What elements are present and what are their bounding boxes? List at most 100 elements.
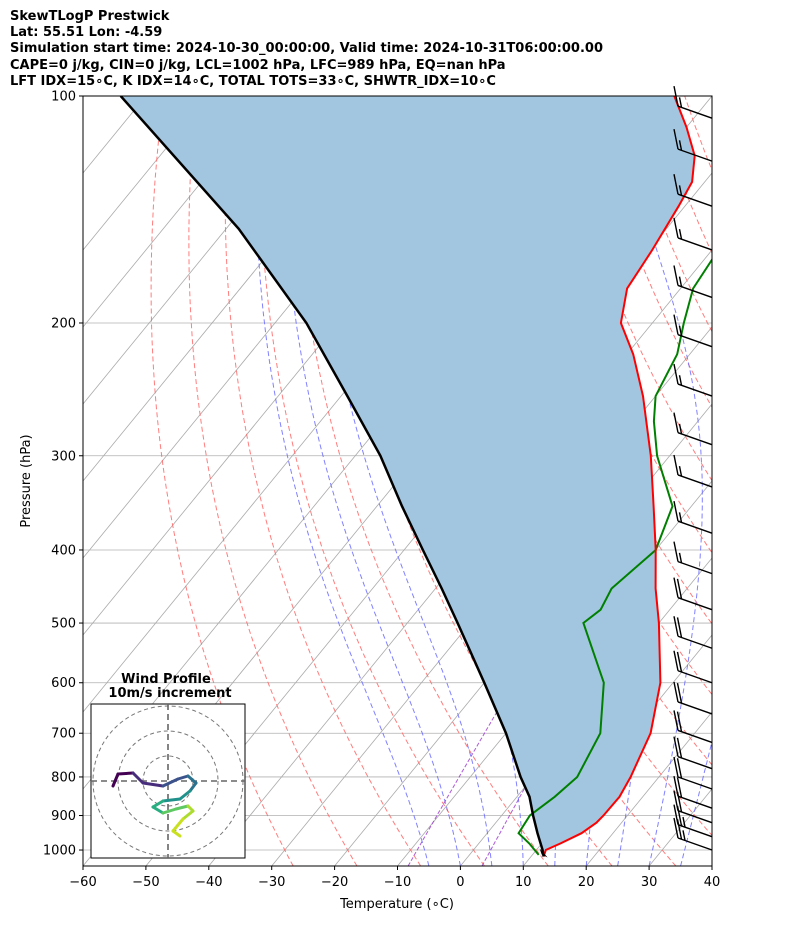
barb-shaft bbox=[677, 810, 713, 824]
barb-halfflag bbox=[678, 140, 683, 151]
barb-flag bbox=[673, 501, 679, 522]
barb-flag bbox=[676, 777, 683, 798]
dry-adiabat bbox=[783, 96, 794, 866]
inset-title: Wind Profile bbox=[121, 672, 211, 687]
dry-adiabat bbox=[150, 96, 294, 866]
wind-barb bbox=[673, 128, 713, 162]
isotherm-line bbox=[585, 711, 712, 866]
x-tick-label: 40 bbox=[704, 875, 721, 890]
wind-barb bbox=[673, 817, 713, 851]
barb-shaft bbox=[677, 776, 713, 790]
barb-shaft bbox=[677, 755, 713, 770]
barb-flag bbox=[673, 217, 679, 239]
wind-barb bbox=[673, 174, 713, 207]
barb-flag bbox=[676, 617, 683, 638]
barb-halfflag bbox=[678, 375, 683, 386]
dry-adiabat bbox=[259, 96, 485, 866]
wind-barbs bbox=[673, 86, 713, 851]
y-tick-label: 900 bbox=[51, 809, 76, 824]
wind-barb bbox=[673, 776, 713, 809]
hodo-segment bbox=[116, 771, 135, 776]
wind-profile-inset: Wind Profile 10m/s increment bbox=[90, 672, 246, 859]
y-tick-label: 600 bbox=[51, 676, 76, 691]
barb-flag bbox=[673, 86, 679, 107]
profiles-layer bbox=[119, 96, 712, 858]
barb-shaft bbox=[677, 431, 713, 446]
temperature-line bbox=[542, 96, 696, 857]
hodo-segment bbox=[178, 789, 192, 801]
isotherm-line bbox=[83, 96, 273, 328]
barb-halfflag bbox=[678, 423, 683, 434]
barb-flag bbox=[676, 578, 683, 600]
barb-shaft bbox=[677, 597, 713, 611]
barb-flag bbox=[673, 363, 679, 385]
barb-flag bbox=[676, 737, 683, 758]
isotherm-line bbox=[711, 865, 712, 866]
barb-halfflag bbox=[678, 512, 683, 523]
barb-halfflag bbox=[682, 830, 686, 841]
hodo-segment bbox=[181, 809, 195, 821]
x-tick-label: 30 bbox=[641, 875, 658, 890]
barb-flag bbox=[673, 541, 679, 562]
barb-flag bbox=[673, 756, 679, 778]
barb-shaft bbox=[677, 334, 713, 348]
barb-flag bbox=[673, 616, 679, 637]
hodo-segment bbox=[141, 781, 165, 788]
barb-shaft bbox=[677, 560, 713, 575]
barb-shaft bbox=[677, 837, 713, 851]
hodo-ring bbox=[117, 730, 219, 832]
dry-adiabat bbox=[293, 96, 549, 866]
x-tick-label: −20 bbox=[321, 875, 348, 890]
wind-barb bbox=[673, 577, 713, 611]
wind-barb bbox=[673, 681, 713, 715]
isotherm-line bbox=[83, 96, 210, 251]
chart-header: SkewTLogP Prestwick Lat: 55.51 Lon: -4.5… bbox=[10, 9, 603, 90]
y-tick-label: 200 bbox=[51, 316, 76, 331]
hodo-segment bbox=[151, 805, 165, 815]
barb-flag bbox=[676, 651, 683, 673]
barb-flag bbox=[673, 174, 679, 195]
barb-shaft bbox=[677, 520, 713, 534]
parcel-line bbox=[119, 96, 545, 857]
barb-flag bbox=[673, 128, 679, 150]
barb-flag bbox=[676, 711, 683, 732]
barb-flag bbox=[673, 412, 679, 433]
barb-flag bbox=[673, 314, 679, 335]
y-tick-label: 500 bbox=[51, 617, 76, 632]
hodo-segment bbox=[176, 774, 190, 781]
barb-shaft bbox=[677, 635, 713, 649]
barb-shaft bbox=[677, 795, 713, 809]
barb-shaft bbox=[677, 729, 713, 744]
wind-barb bbox=[673, 756, 713, 790]
wind-barb bbox=[673, 412, 713, 446]
hodo-segment bbox=[171, 829, 182, 838]
x-tick-label: 0 bbox=[456, 875, 464, 890]
wind-barb bbox=[673, 650, 713, 684]
x-tick-label: −50 bbox=[132, 875, 159, 890]
dewpoint-line bbox=[517, 257, 712, 856]
barb-flag bbox=[673, 454, 679, 476]
wind-barb bbox=[673, 363, 713, 397]
dry-adiabat bbox=[188, 96, 358, 866]
barb-flag bbox=[673, 577, 679, 598]
barb-halfflag bbox=[678, 325, 683, 337]
hodo-segment bbox=[131, 771, 145, 785]
wind-barb bbox=[673, 616, 713, 649]
barb-flag bbox=[673, 736, 679, 757]
index-line: LFT IDX=15∘C, K IDX=14∘C, TOTAL TOTS=33∘… bbox=[10, 73, 496, 89]
wind-barb bbox=[673, 541, 713, 575]
hodo-segment bbox=[186, 774, 198, 785]
barb-shaft bbox=[677, 105, 713, 119]
barb-flag bbox=[673, 710, 679, 731]
hodo-segment bbox=[174, 804, 190, 811]
barb-shaft bbox=[677, 237, 713, 251]
inset-subtitle: 10m/s increment bbox=[108, 686, 231, 701]
hodo-segment bbox=[161, 777, 180, 788]
hodo-segment bbox=[188, 781, 198, 793]
x-tick-label: 10 bbox=[515, 875, 532, 890]
x-tick-label: 20 bbox=[578, 875, 595, 890]
barb-flag bbox=[676, 683, 683, 704]
hodograph bbox=[91, 704, 245, 858]
wind-barb bbox=[673, 265, 713, 299]
